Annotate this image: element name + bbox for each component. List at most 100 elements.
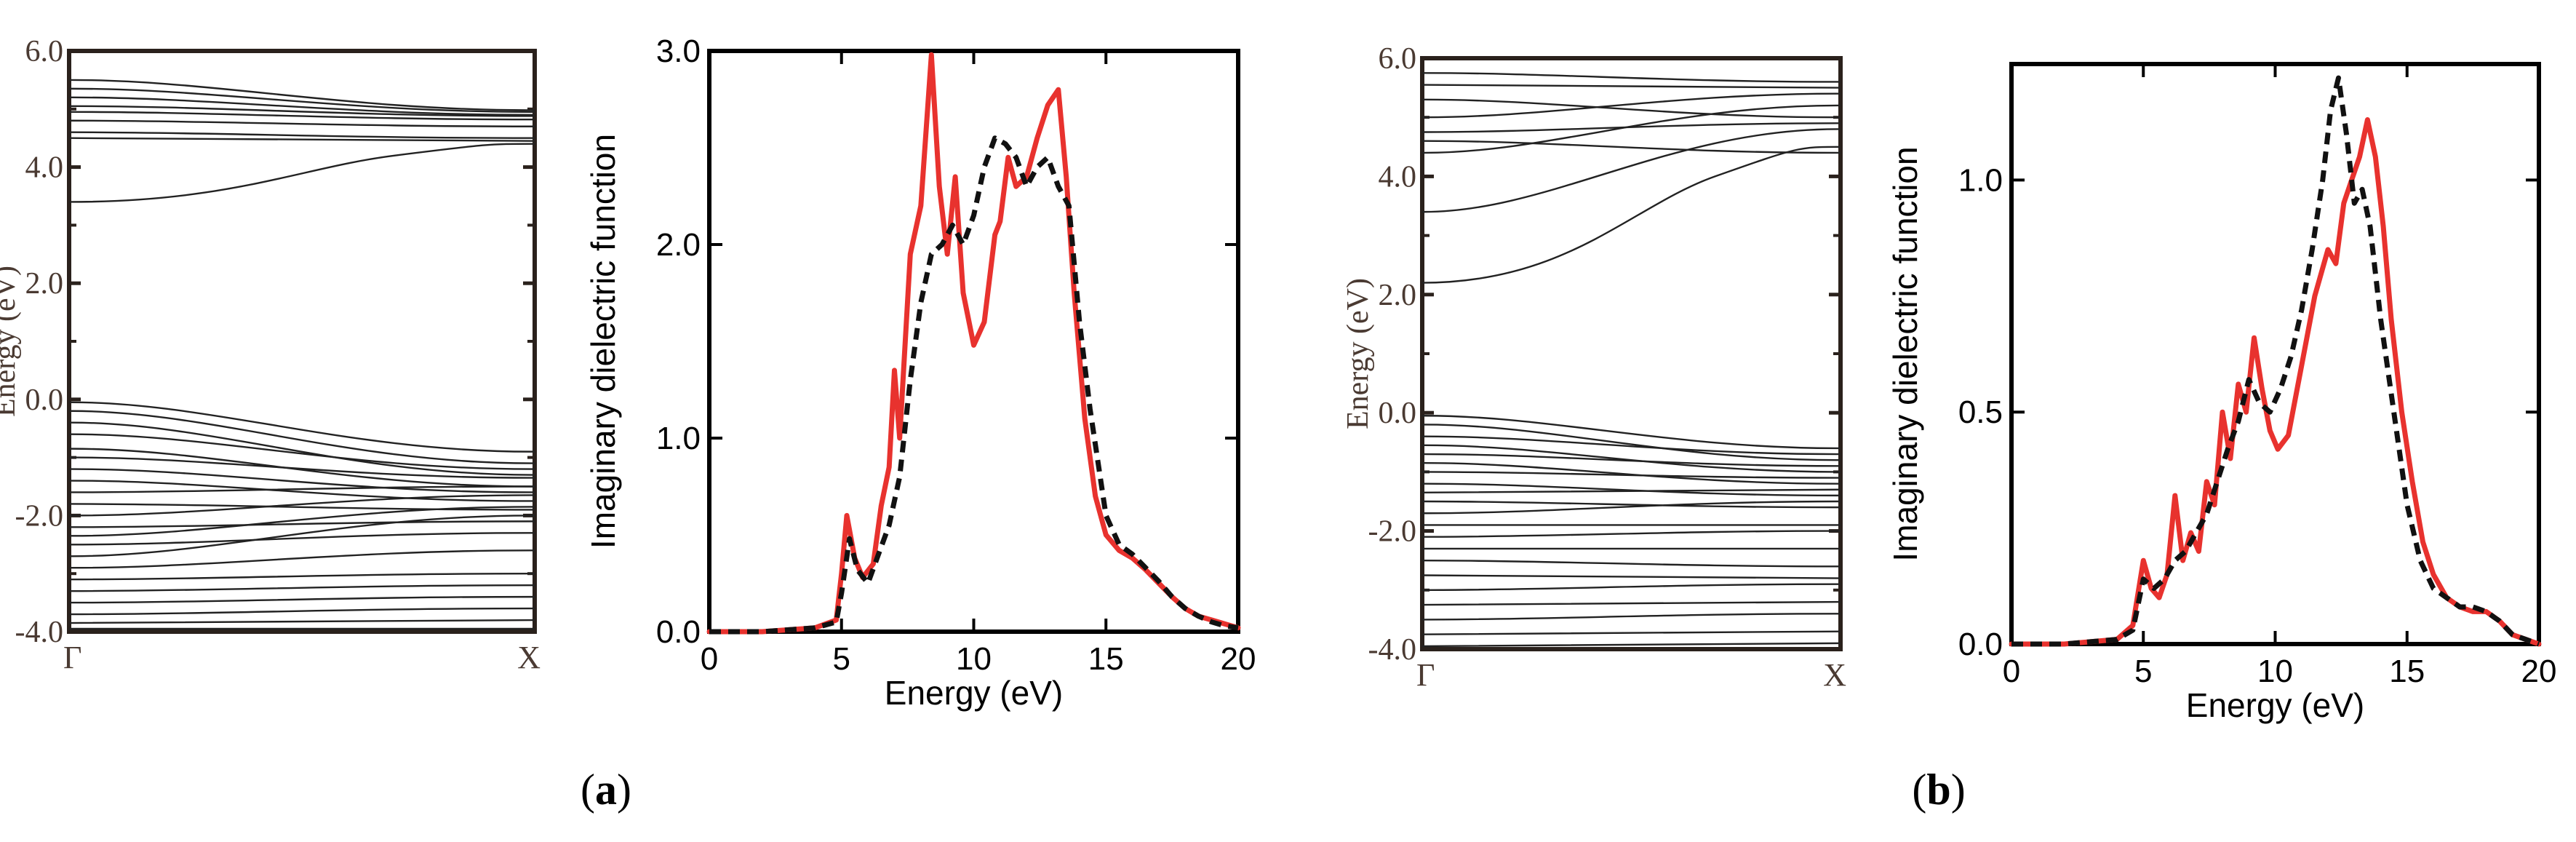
band_a-valence-band <box>69 515 535 557</box>
band_b-valence-band <box>1422 530 1841 538</box>
eps_a-ytick-label: 1.0 <box>656 421 701 456</box>
band_b-conduction-band <box>1422 72 1841 83</box>
band_b-valence-band <box>1422 583 1841 592</box>
eps_b-ytick-label: 0.0 <box>1958 627 2003 662</box>
eps_a-xlabel: Energy (eV) <box>885 674 1063 712</box>
band_b-valence-band <box>1422 488 1841 494</box>
band_a-panel: -4.0 -2.0 0.0 2.0 4.0 6.0 Γ X Energy (eV) <box>0 35 541 675</box>
eps_b-series-black <box>2011 75 2540 647</box>
band_a-ytick-label: 6.0 <box>25 35 64 68</box>
eps_a-xtick-label: 0 <box>701 641 718 677</box>
band_a-valence-band <box>69 433 535 470</box>
band_b-conduction-band <box>1422 84 1841 89</box>
band_b-ytick-label: -2.0 <box>1368 515 1417 549</box>
band_b-valence-band <box>1422 471 1841 479</box>
eps_a-xtick-label: 5 <box>833 641 850 677</box>
eps_a-xtick-label: 10 <box>956 641 992 677</box>
eps_b-xtick-label: 0 <box>2003 654 2020 689</box>
band_b-valence-band <box>1422 613 1841 621</box>
band_b-ytick-label: 4.0 <box>1379 160 1417 194</box>
eps_b-series-red <box>2009 117 2542 647</box>
band_a-conduction-band <box>69 111 535 121</box>
band_a-ytick-label: -4.0 <box>15 616 64 649</box>
band_a-valence-band <box>69 595 535 604</box>
band_b-conduction-band <box>1422 122 1841 133</box>
band_a-ytick-label: 0.0 <box>25 384 64 417</box>
band_a-bands <box>69 79 535 630</box>
panel-label-b: (b) <box>1912 766 1965 814</box>
eps_b-ylabel: Imaginary dielectric function <box>1886 146 1924 561</box>
band_a-valence-band <box>69 607 535 616</box>
band_a-valence-band <box>69 532 535 546</box>
eps_a-xtick-label: 20 <box>1221 641 1256 677</box>
band_a-conduction-band <box>69 119 535 127</box>
band_a-ylabel: Energy (eV) <box>0 266 22 417</box>
band_a-valence-band <box>69 485 535 493</box>
band_a-valence-band <box>69 480 535 502</box>
band_b-valence-band <box>1422 444 1841 473</box>
band_a-ytick-label: -2.0 <box>15 499 64 533</box>
band_a-ytick-label: 2.0 <box>25 267 64 301</box>
band_b-panel: -4.0 -2.0 0.0 2.0 4.0 6.0 Γ X Energy (eV) <box>1341 42 1846 693</box>
eps_a-series-red <box>706 52 1241 635</box>
band_a-valence-band <box>69 410 535 464</box>
band_b-ytick-label: -4.0 <box>1368 633 1417 667</box>
band_a-valence-band <box>69 494 535 517</box>
band_b-valence-band <box>1422 415 1841 450</box>
band_b-valence-band <box>1422 435 1841 456</box>
eps_a-ytick-label: 2.0 <box>656 227 701 263</box>
band_a-valence-band <box>69 584 535 592</box>
band_a-valence-band <box>69 468 535 493</box>
band_a-valence-band <box>69 549 535 569</box>
band_b-bands <box>1422 72 1841 648</box>
eps_a-xtick-label: 15 <box>1088 641 1124 677</box>
band_a-conduction-band <box>69 137 535 142</box>
band_b-valence-band <box>1422 642 1841 648</box>
band_b-conduction-band <box>1422 146 1841 284</box>
band_b-ytick-label: 6.0 <box>1379 42 1417 76</box>
band_b-valence-band <box>1422 453 1841 467</box>
band_a-conduction-band <box>69 87 535 113</box>
band_b-valence-band <box>1422 500 1841 509</box>
band_a-conduction-band <box>69 105 535 117</box>
band_a-ytick-label: 4.0 <box>25 151 64 185</box>
eps_a-ytick-label: 3.0 <box>656 33 701 69</box>
band_b-conduction-band <box>1422 128 1841 213</box>
band_b-valence-band <box>1422 600 1841 606</box>
eps_b-frame <box>2009 62 2541 646</box>
band_b-valence-band <box>1422 559 1841 568</box>
eps_b-xlabel: Energy (eV) <box>2186 686 2364 724</box>
eps_b-xtick-label: 20 <box>2521 654 2557 689</box>
band_a-valence-band <box>69 401 535 453</box>
eps_a-ytick-label: 0.0 <box>656 614 701 650</box>
band_a-conduction-band <box>69 131 535 139</box>
band_a-valence-band <box>69 572 535 581</box>
band_a-kpoint-gamma: Γ <box>63 640 81 675</box>
band_b-conduction-band <box>1422 104 1841 154</box>
band_b-conduction-band <box>1422 92 1841 119</box>
eps_a-series-black <box>709 135 1239 635</box>
band_b-conduction-band <box>1422 98 1841 119</box>
band_a-valence-band <box>69 520 535 528</box>
band_a-valence-band <box>69 456 535 479</box>
band_a-valence-band <box>69 506 535 537</box>
band_b-valence-band <box>1422 462 1841 485</box>
band_b-valence-band <box>1422 500 1841 515</box>
band_a-conduction-band <box>69 143 535 203</box>
panel-label-a: (a) <box>581 766 631 814</box>
eps_b-panel: 0 5 10 15 20 0.0 0.5 1.0 Energy (eV) Imaginary di… <box>1886 62 2557 724</box>
band_b-ylabel: Energy (eV) <box>1341 278 1375 429</box>
band_b-valence-band <box>1422 630 1841 635</box>
band_b-kpoint-gamma: Γ <box>1416 657 1435 693</box>
band_b-valence-band <box>1422 574 1841 579</box>
band_b-valence-band <box>1422 424 1841 461</box>
eps_a-ylabel: Imaginary dielectric function <box>584 134 622 549</box>
eps_b-ytick-label: 1.0 <box>1958 162 2003 198</box>
band_a-kpoint-x: X <box>517 640 541 675</box>
band_a-conduction-band <box>69 96 535 116</box>
band_b-kpoint-x: X <box>1823 657 1846 693</box>
band_a-valence-band <box>69 421 535 476</box>
band_a-conduction-band <box>69 79 535 111</box>
eps_b-xtick-label: 15 <box>2389 654 2425 689</box>
